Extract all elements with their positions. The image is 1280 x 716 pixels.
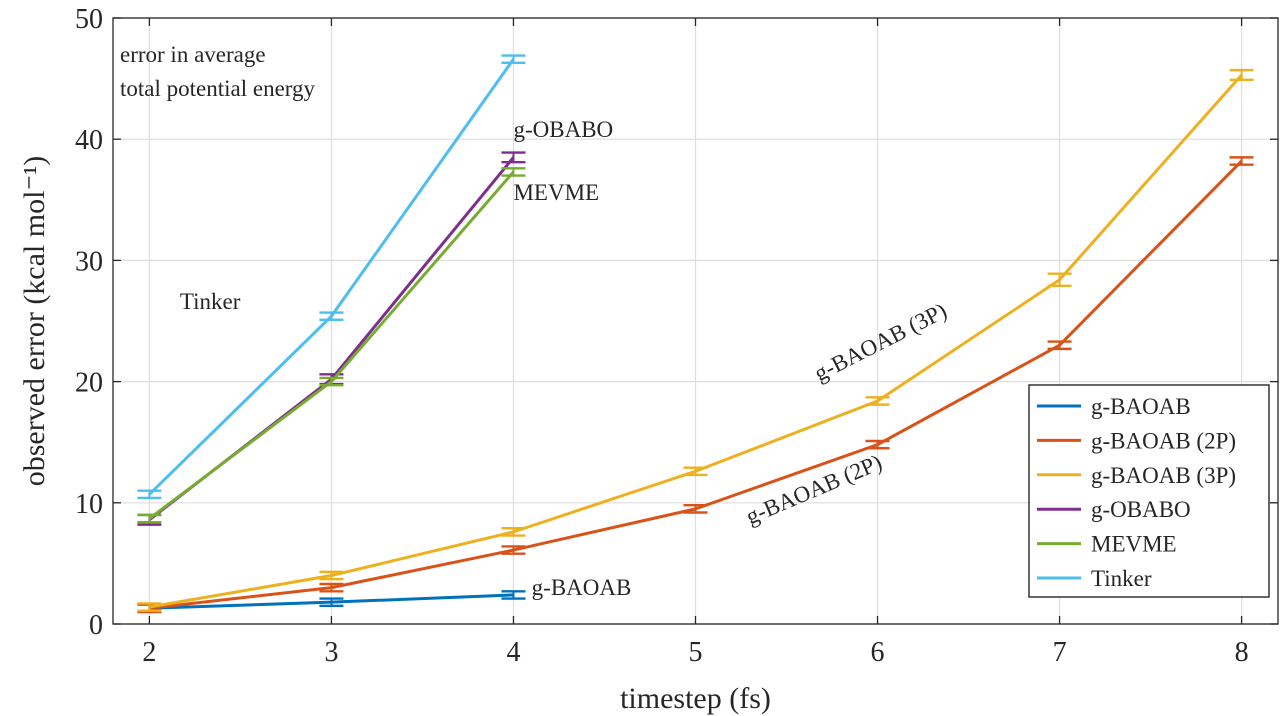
legend-entry: g-OBABO xyxy=(1091,497,1191,522)
legend-entry: g-BAOAB xyxy=(1091,394,1191,419)
legend-entry: g-BAOAB (2P) xyxy=(1091,428,1236,453)
annotation-line-1: error in average xyxy=(120,42,266,67)
y-tick-label: 0 xyxy=(89,610,103,641)
annotation-line-2: total potential energy xyxy=(120,76,316,101)
series-g-baoab-2p xyxy=(137,156,1254,614)
series-g-baoab-3p xyxy=(137,68,1254,612)
x-tick-label: 8 xyxy=(1235,637,1249,668)
y-tick-label: 30 xyxy=(75,246,103,277)
legend-box xyxy=(1028,384,1270,598)
tick-labels: 2 3 4 5 6 7 8 0 10 20 30 40 50 xyxy=(75,4,1249,668)
x-tick-label: 4 xyxy=(506,637,520,668)
series-label: Tinker xyxy=(180,289,241,314)
series-label: MEVME xyxy=(513,180,599,205)
x-tick-label: 2 xyxy=(142,637,156,668)
series-layer xyxy=(137,54,1254,614)
axis-ticks xyxy=(113,17,1278,625)
y-tick-label: 10 xyxy=(75,489,103,520)
series-mevme xyxy=(137,167,526,524)
legend-entry: Tinker xyxy=(1091,566,1152,591)
y-tick-label: 50 xyxy=(75,4,103,35)
x-tick-label: 5 xyxy=(689,637,703,668)
series-tinker xyxy=(137,54,526,500)
legend: g-BAOAB g-BAOAB (2P) g-BAOAB (3P) g-OBABO ME… xyxy=(1028,384,1270,598)
y-axis-label: observed error (kcal mol⁻¹) xyxy=(18,156,51,487)
x-tick-label: 7 xyxy=(1053,637,1067,668)
x-tick-label: 3 xyxy=(324,637,338,668)
y-tick-label: 20 xyxy=(75,368,103,399)
series-label: g-OBABO xyxy=(513,117,613,142)
series-label: g-BAOAB xyxy=(532,575,632,600)
x-tick-label: 6 xyxy=(871,637,885,668)
legend-entry: MEVME xyxy=(1091,532,1177,557)
x-axis-label: timestep (fs) xyxy=(620,682,771,715)
y-tick-label: 40 xyxy=(75,125,103,156)
legend-entry: g-BAOAB (3P) xyxy=(1091,463,1236,488)
